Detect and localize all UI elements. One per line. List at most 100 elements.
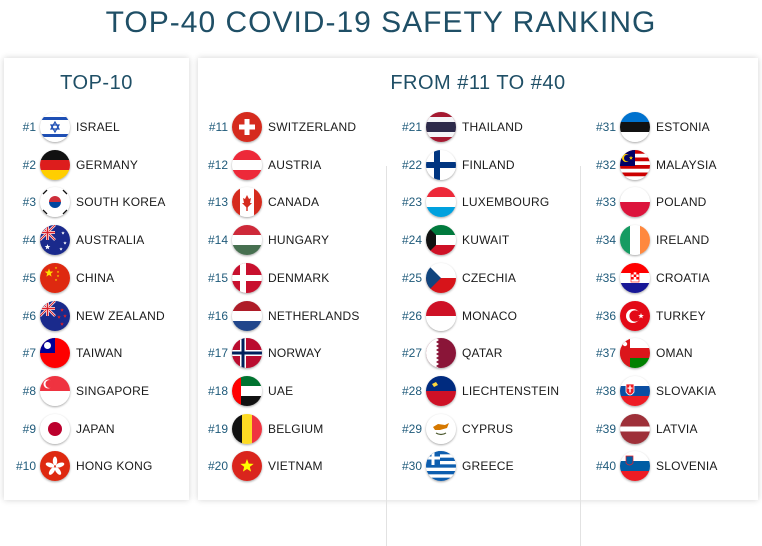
rank-number: #12 — [207, 157, 228, 172]
ranking-row: #5 CHINA — [10, 259, 114, 297]
ranking-row: #27 QATAR — [394, 334, 503, 372]
ranking-row: #37 OMAN — [588, 334, 693, 372]
ranking-row: #4 AUSTRALIA — [10, 221, 145, 259]
country-name: POLAND — [656, 195, 707, 210]
country-name: UAE — [268, 383, 294, 398]
ranking-row: #19 BELGIUM — [200, 410, 323, 448]
country-name: SOUTH KOREA — [76, 195, 166, 210]
rest-panel: FROM #11 TO #40 #11 SWITZERLAND #12 AUSTRIA… — [198, 58, 758, 546]
germany-flag-icon — [40, 149, 70, 180]
rank-number: #19 — [207, 421, 228, 436]
country-name: OMAN — [656, 346, 693, 361]
country-name: AUSTRIA — [268, 157, 322, 172]
hong-kong-flag-icon — [40, 451, 70, 482]
rank-number: #31 — [595, 120, 616, 134]
estonia-flag-icon — [620, 112, 650, 142]
rest-heading: FROM #11 TO #40 — [390, 72, 566, 94]
country-name: KUWAIT — [462, 233, 510, 248]
rank-number: #25 — [401, 270, 422, 285]
rank-number: #21 — [401, 120, 422, 134]
rank-number: #6 — [22, 308, 36, 323]
top-10-panel: TOP-10 #1 ISRAEL #2 GERMANY #3 SOUTH KOREA #4 A… — [4, 58, 189, 500]
rank-number: #20 — [207, 459, 228, 474]
ranking-row: #12 AUSTRIA — [200, 146, 321, 184]
netherlands-flag-icon — [232, 300, 262, 331]
rank-number: #28 — [401, 383, 422, 398]
country-name: NETHERLANDS — [268, 308, 360, 323]
rank-number: #24 — [401, 233, 422, 248]
ranking-row: #30 GREECE — [394, 447, 514, 485]
ranking-row: #3 SOUTH KOREA — [10, 183, 166, 221]
ranking-row: #14 HUNGARY — [200, 221, 329, 259]
greece-flag-icon — [426, 451, 456, 482]
rank-number: #5 — [22, 270, 36, 285]
rank-number: #4 — [22, 233, 36, 248]
country-name: CHINA — [76, 270, 115, 285]
rank-number: #17 — [207, 346, 228, 361]
rank-number: #39 — [595, 421, 616, 436]
rank-number: #23 — [401, 195, 422, 210]
rank-number: #18 — [207, 383, 228, 398]
rank-number: #33 — [595, 195, 616, 210]
rank-number: #29 — [401, 421, 422, 436]
rank-number: #36 — [595, 308, 616, 323]
ranking-row: #25 CZECHIA — [394, 259, 516, 297]
country-name: LATVIA — [656, 421, 698, 436]
country-name: THAILAND — [462, 120, 523, 134]
rank-number: #34 — [595, 233, 616, 248]
australia-flag-icon — [40, 225, 70, 256]
singapore-flag-icon — [40, 375, 70, 406]
rank-number: #3 — [22, 195, 36, 210]
country-name: ESTONIA — [656, 120, 710, 134]
thailand-flag-icon — [426, 112, 456, 142]
ranking-row: #36 TURKEY — [588, 297, 706, 335]
country-name: GERMANY — [76, 157, 139, 172]
country-name: LUXEMBOURG — [462, 195, 550, 210]
rank-number: #14 — [207, 233, 228, 248]
denmark-flag-icon — [232, 262, 262, 293]
rank-number: #1 — [22, 120, 36, 134]
ranking-row: #16 NETHERLANDS — [200, 297, 360, 335]
ranking-row: #6 NEW ZEALAND — [10, 297, 165, 335]
country-name: CROATIA — [656, 270, 710, 285]
country-name: SWITZERLAND — [268, 120, 357, 134]
malaysia-flag-icon — [620, 149, 650, 180]
ranking-row: #34 IRELAND — [588, 221, 709, 259]
country-name: SLOVENIA — [656, 459, 718, 474]
ranking-row: #10 HONG KONG — [10, 447, 152, 485]
ranking-row: #33 POLAND — [588, 183, 707, 221]
page-title: TOP-40 COVID-19 SAFETY RANKING — [105, 6, 657, 39]
ranking-row: #38 SLOVAKIA — [588, 372, 716, 410]
austria-flag-icon — [232, 149, 262, 180]
rank-number: #2 — [22, 157, 36, 172]
country-name: NORWAY — [268, 346, 322, 361]
ranking-row: #28 LIECHTENSTEIN — [394, 372, 559, 410]
ranking-row: #17 NORWAY — [200, 334, 322, 372]
poland-flag-icon — [620, 187, 650, 218]
uae-flag-icon — [232, 375, 262, 406]
country-name: JAPAN — [76, 421, 115, 436]
liechtenstein-flag-icon — [426, 375, 456, 406]
israel-flag-icon — [40, 112, 70, 142]
rank-number: #27 — [401, 346, 422, 361]
ranking-row: #24 KUWAIT — [394, 221, 509, 259]
ranking-row: #9 JAPAN — [10, 410, 115, 448]
kuwait-flag-icon — [426, 225, 456, 256]
ranking-row: #8 SINGAPORE — [10, 372, 149, 410]
rank-number: #8 — [22, 383, 36, 398]
country-name: CANADA — [268, 195, 320, 210]
hungary-flag-icon — [232, 225, 262, 256]
column-divider — [386, 166, 387, 546]
country-name: HONG KONG — [76, 459, 153, 474]
ranking-row: #2 GERMANY — [10, 146, 138, 184]
ranking-row: #11 SWITZERLAND — [200, 108, 356, 146]
turkey-flag-icon — [620, 300, 650, 331]
finland-flag-icon — [426, 149, 456, 180]
luxembourg-flag-icon — [426, 187, 456, 218]
rank-number: #35 — [595, 270, 616, 285]
country-name: IRELAND — [656, 233, 710, 248]
country-name: QATAR — [462, 346, 503, 361]
latvia-flag-icon — [620, 413, 650, 444]
czechia-flag-icon — [426, 262, 456, 293]
rank-number: #30 — [401, 459, 422, 474]
